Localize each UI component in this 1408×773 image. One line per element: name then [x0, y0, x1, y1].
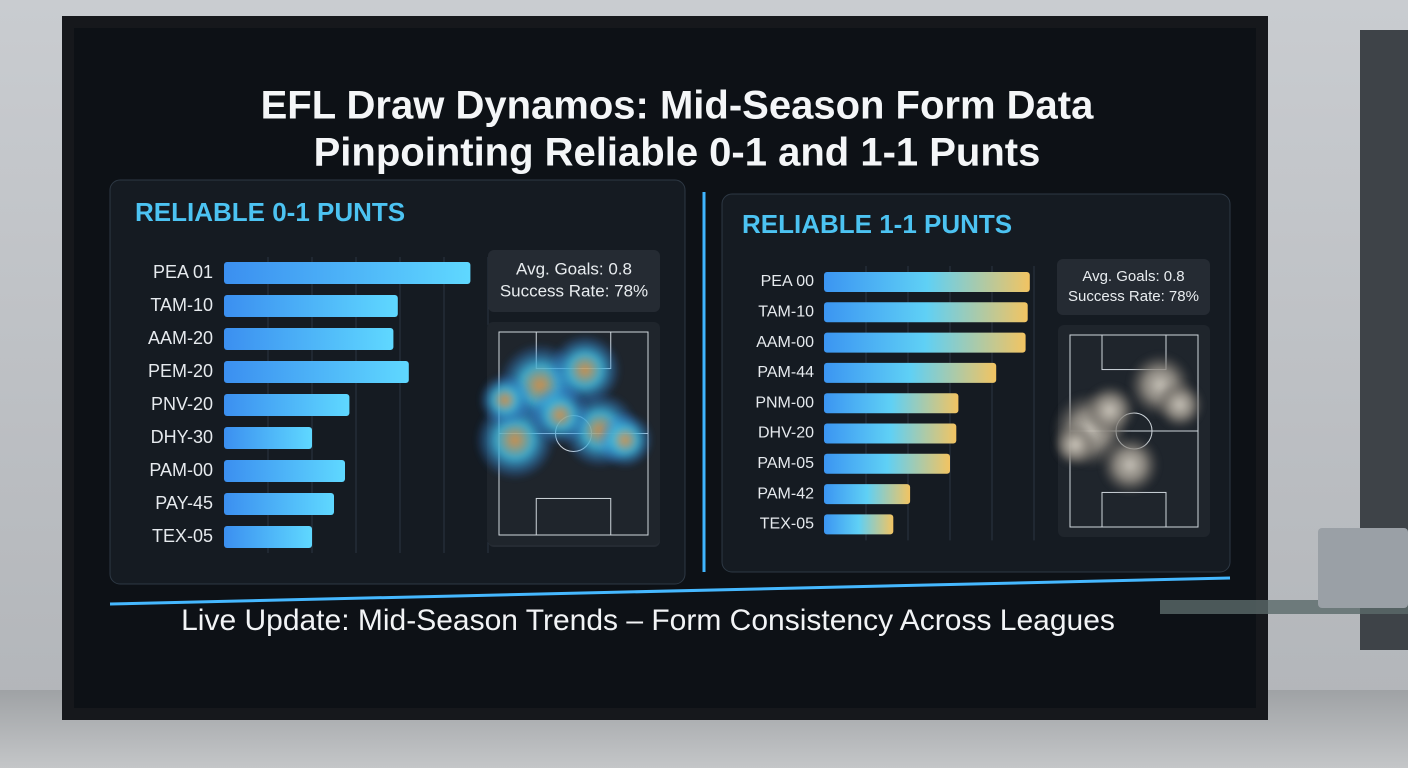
category-label: PAY-45: [155, 493, 213, 513]
bar: [224, 427, 312, 449]
category-label: TEX-05: [760, 516, 814, 533]
bar: [824, 514, 894, 535]
category-label: PAM-42: [757, 485, 814, 502]
bar: [224, 394, 350, 416]
category-label: DHY-30: [151, 427, 213, 447]
bar: [824, 362, 997, 383]
heat-blob: [530, 385, 590, 445]
bar: [224, 262, 471, 284]
pitch-line: [535, 497, 612, 536]
category-label: PEA 01: [153, 262, 213, 282]
bar: [224, 361, 409, 383]
stat-text: Avg. Goals: 0.8: [516, 259, 632, 278]
title-line: EFL Draw Dynamos: Mid-Season Form Data: [261, 84, 1095, 128]
category-label: PAM-00: [149, 460, 213, 480]
category-label: PAM-44: [757, 364, 814, 381]
heat-blob: [1053, 423, 1097, 467]
bar: [824, 423, 957, 444]
chart-title: RELIABLE 0-1 PUNTS: [135, 197, 405, 227]
category-label: AAM-00: [756, 334, 814, 351]
category-label: PAM-05: [757, 455, 814, 472]
heat-blob: [1156, 381, 1204, 429]
bar: [824, 393, 959, 414]
divider: [109, 576, 1231, 606]
category-label: PEA 00: [761, 273, 814, 290]
footer-ticker: Live Update: Mid-Season Trends – Form Co…: [181, 604, 1115, 637]
stat-text: Success Rate: 78%: [500, 282, 648, 301]
heat-blob: [479, 374, 531, 426]
heat-blob: [1084, 384, 1136, 436]
category-label: PNV-20: [151, 394, 213, 414]
category-label: PNM-00: [755, 394, 814, 411]
bar: [224, 295, 398, 317]
bar: [824, 332, 1026, 353]
bar: [824, 272, 1030, 292]
category-label: PEM-20: [148, 361, 213, 381]
heat-blob: [1100, 435, 1160, 495]
bar: [224, 328, 394, 350]
bar: [824, 484, 911, 505]
bar: [224, 493, 334, 515]
title-line: Pinpointing Reliable 0-1 and 1-1 Punts: [314, 131, 1041, 175]
category-label: TAM-10: [150, 295, 213, 315]
bar: [224, 460, 345, 482]
stat-text: Avg. Goals: 0.8: [1082, 268, 1184, 285]
heat-blob: [597, 412, 653, 468]
category-label: TEX-05: [152, 526, 213, 546]
stat-box: [488, 250, 660, 312]
category-label: AAM-20: [148, 328, 213, 348]
bar: [824, 453, 950, 474]
stat-box: [1057, 259, 1210, 315]
bar: [224, 526, 312, 548]
chart-title: RELIABLE 1-1 PUNTS: [742, 209, 1012, 239]
stat-text: Success Rate: 78%: [1068, 288, 1199, 305]
bar: [824, 302, 1028, 323]
laptop: [1318, 528, 1408, 608]
category-label: TAM-10: [758, 304, 814, 321]
category-label: DHV-20: [758, 425, 814, 442]
